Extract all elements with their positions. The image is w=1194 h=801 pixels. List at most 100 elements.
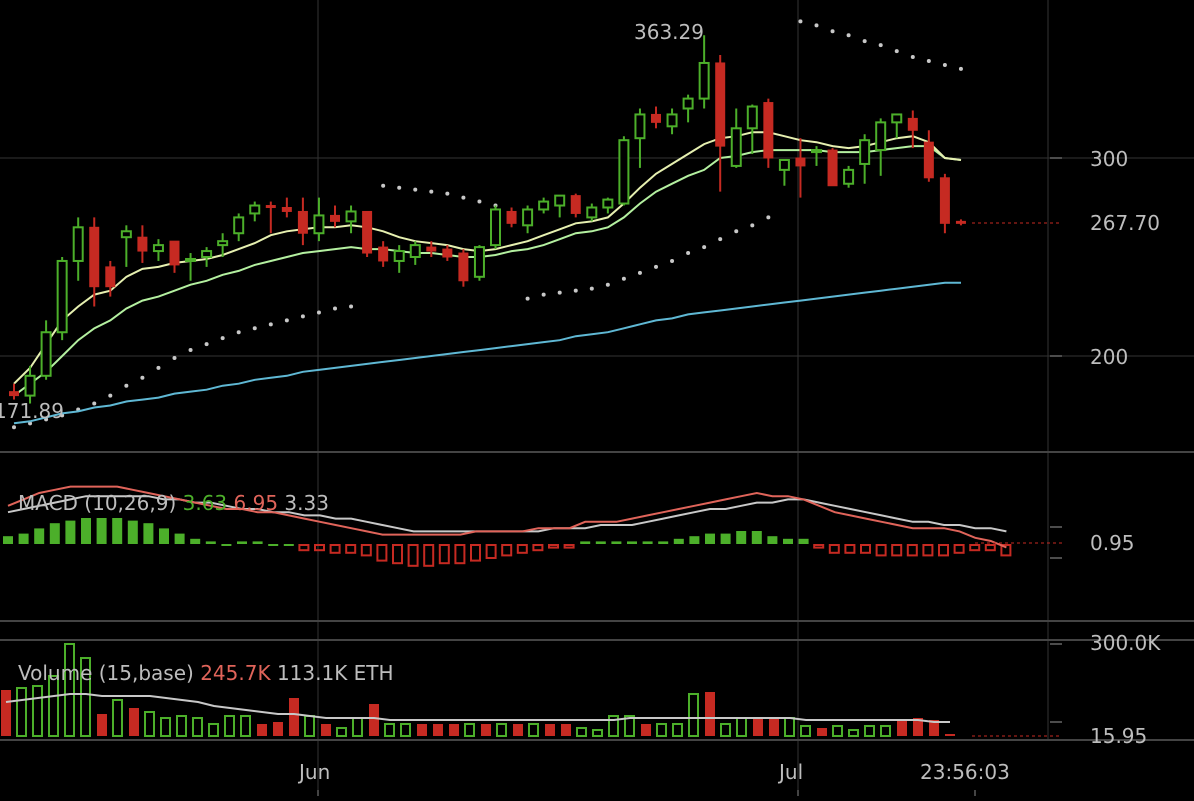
volume-bar-up xyxy=(864,725,875,737)
sar-dot xyxy=(413,187,418,192)
macd-histogram-bar xyxy=(1000,544,1012,557)
volume-bar-down xyxy=(449,724,459,736)
candle-body-up xyxy=(249,204,261,215)
volume-bar-down xyxy=(769,718,779,736)
volume-bar-down xyxy=(641,724,651,736)
macd-histogram-bar xyxy=(938,544,949,557)
candle-body-up xyxy=(152,244,164,253)
macd-histogram-bar xyxy=(81,518,91,544)
sar-dot xyxy=(766,215,771,220)
volume-bar-up xyxy=(240,715,251,737)
macd-histogram-bar xyxy=(767,536,778,544)
macd-histogram-bar xyxy=(407,544,419,567)
candle-body-up xyxy=(778,158,790,171)
volume-bar-up xyxy=(224,715,235,737)
macd-histogram-bar xyxy=(689,536,700,544)
volume-bar-up xyxy=(48,675,59,737)
candle-body-down xyxy=(763,102,774,159)
macd-histogram-bar xyxy=(705,533,715,544)
candle-body-down xyxy=(939,177,950,224)
sar-dot xyxy=(605,282,610,287)
candle-body-up xyxy=(666,113,678,128)
ema-mid-line xyxy=(13,145,962,397)
volume-bar-down xyxy=(369,704,379,736)
candle-body-up xyxy=(72,226,84,262)
macd-histogram-bar xyxy=(860,544,871,554)
sar-dot xyxy=(654,264,658,269)
sar-dot xyxy=(573,288,578,293)
macd-histogram-bar xyxy=(627,541,637,544)
macd-line xyxy=(7,485,1007,549)
candle-body-up xyxy=(891,113,903,124)
axis-ticks xyxy=(1050,157,1062,723)
volume-bar-up xyxy=(624,715,635,737)
sar-dot xyxy=(750,223,755,228)
macd-histogram-bar xyxy=(18,533,29,544)
sar-dot xyxy=(686,251,691,256)
sar-dot xyxy=(734,229,739,234)
macd-histogram-bar xyxy=(454,544,466,565)
volume-bar-up xyxy=(384,723,395,737)
sar-dot xyxy=(124,383,129,388)
candle-body-up xyxy=(120,230,132,239)
volume-bar-up xyxy=(208,723,219,737)
sar-dot xyxy=(300,314,305,319)
candle-body-up xyxy=(409,244,421,258)
sar-dot xyxy=(252,326,257,331)
macd-histogram-bar xyxy=(314,544,325,552)
sar-dot xyxy=(846,33,851,38)
candle-body-down xyxy=(297,210,308,234)
sar-dot xyxy=(541,292,546,297)
candle-body-down xyxy=(570,195,581,214)
macd-histogram-bar xyxy=(392,544,403,565)
volume-bar-up xyxy=(576,727,587,737)
macd-histogram-bar xyxy=(34,528,45,544)
sar-dot xyxy=(942,62,947,67)
candle-body-up xyxy=(217,240,229,247)
candle-body-down xyxy=(827,149,838,187)
macd-histogram-bar xyxy=(548,544,559,549)
macd-histogram-bar xyxy=(3,536,13,544)
sar-dot xyxy=(236,330,241,335)
volume-bar-down xyxy=(817,728,827,736)
sar-dot xyxy=(188,348,193,353)
volume-bar-up xyxy=(160,717,171,737)
y-tick-300: 300 xyxy=(1090,147,1128,171)
macd-histogram-bar xyxy=(611,541,622,544)
volume-bar-down xyxy=(417,724,427,736)
macd-histogram-bar xyxy=(112,518,123,544)
volume-bar-up xyxy=(672,723,683,737)
volume-bar-down xyxy=(433,724,443,736)
macd-histogram-bar xyxy=(298,544,310,552)
sar-dot xyxy=(140,375,145,380)
candle-body-down xyxy=(169,240,180,266)
volume-bar-up xyxy=(336,727,347,737)
volume-bar-up xyxy=(352,717,363,737)
volume-bar-up xyxy=(16,687,27,737)
sar-dot xyxy=(894,49,899,54)
macd-label: MACD (10,26,9) 3.63 6.95 3.33 xyxy=(18,491,329,515)
sar-dot xyxy=(12,425,16,430)
candle-body-up xyxy=(586,206,598,219)
candle-body-up xyxy=(473,246,485,278)
volume-bar-up xyxy=(304,715,315,737)
macd-value-1: 3.63 xyxy=(183,491,228,515)
candle-body-down xyxy=(105,266,116,288)
x-label-jun: Jun xyxy=(297,760,330,784)
macd-histogram-bar xyxy=(783,538,793,544)
macd-histogram-bar xyxy=(174,533,185,544)
sar-dot xyxy=(958,66,963,71)
volume-bar-up xyxy=(656,723,667,737)
candle-body-down xyxy=(715,62,726,147)
sar-dot xyxy=(333,306,337,311)
candle-body-up xyxy=(859,139,871,165)
sar-dot xyxy=(637,270,642,275)
candle-body-up xyxy=(185,257,197,262)
sar-dot xyxy=(814,23,819,28)
sar-dot xyxy=(910,55,915,60)
volume-bar-up xyxy=(800,725,811,737)
volume-bar-up xyxy=(112,699,123,737)
